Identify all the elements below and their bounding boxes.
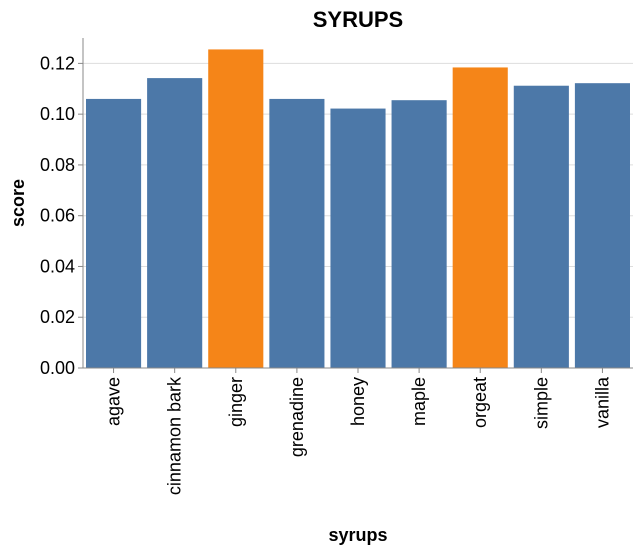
bar-vanilla xyxy=(574,83,630,368)
bar-agave xyxy=(86,98,142,368)
bars xyxy=(86,49,630,369)
y-tick-label: 0.08 xyxy=(40,155,75,175)
x-tick-label: honey xyxy=(348,377,368,426)
bar-orgeat xyxy=(452,67,508,368)
y-tick-label: 0.06 xyxy=(40,206,75,226)
bar-maple xyxy=(391,100,447,368)
bar-grenadine xyxy=(269,98,325,368)
x-tick-label: agave xyxy=(104,377,124,426)
x-axis: agave cinnamon bark ginger grenadine honey ma… xyxy=(83,367,633,495)
chart-title: SYRUPS xyxy=(313,7,403,32)
y-tick-label: 0.00 xyxy=(40,358,75,378)
bar-honey xyxy=(330,108,386,369)
x-axis-title: syrups xyxy=(328,525,387,545)
bar-ginger xyxy=(208,49,264,369)
x-tick-label: cinnamon bark xyxy=(165,376,185,495)
y-tick-label: 0.04 xyxy=(40,256,75,276)
y-axis-title: score xyxy=(8,179,28,227)
x-tick-label: grenadine xyxy=(287,377,307,457)
x-tick-label: maple xyxy=(409,377,429,426)
y-tick-label: 0.02 xyxy=(40,307,75,327)
bar-cinnamon-bark xyxy=(147,78,203,368)
y-axis: 0.00 0.02 0.04 0.06 0.08 0.10 0.12 xyxy=(40,38,84,378)
bar-simple xyxy=(513,85,569,368)
y-tick-label: 0.12 xyxy=(40,53,75,73)
x-tick-label: orgeat xyxy=(470,377,490,428)
x-tick-label: ginger xyxy=(226,377,246,427)
x-tick-label: vanilla xyxy=(592,376,612,428)
x-tick-label: simple xyxy=(531,377,551,429)
y-tick-label: 0.10 xyxy=(40,104,75,124)
